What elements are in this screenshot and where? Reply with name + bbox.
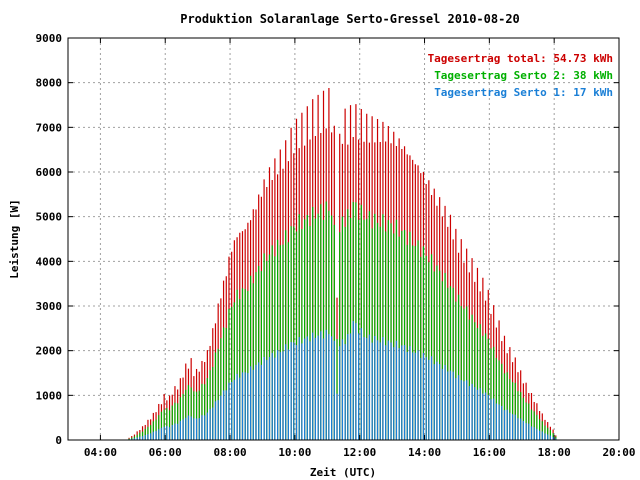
x-tick-label: 18:00: [538, 446, 571, 459]
bars: [128, 88, 557, 440]
legend-entry: Tagesertrag Serto 1: 17 kWh: [434, 86, 613, 99]
x-tick-label: 20:00: [602, 446, 635, 459]
y-tick-label: 0: [55, 434, 62, 447]
y-tick-label: 2000: [36, 345, 63, 358]
y-tick-label: 6000: [36, 166, 63, 179]
y-axis-label: Leistung [W]: [8, 199, 21, 278]
y-tick-label: 5000: [36, 211, 63, 224]
y-tick-label: 3000: [36, 300, 63, 313]
x-tick-label: 12:00: [343, 446, 376, 459]
x-tick-label: 16:00: [473, 446, 506, 459]
x-tick-label: 14:00: [408, 446, 441, 459]
y-tick-label: 9000: [36, 32, 63, 45]
x-tick-label: 04:00: [84, 446, 117, 459]
grid: [68, 38, 619, 440]
x-tick-label: 10:00: [278, 446, 311, 459]
x-ticks: 04:00 06:00 08:00 10:00 12:00 14:00 16:00 18:00…: [84, 38, 636, 459]
chart-title: Produktion Solaranlage Serto-Gressel 201…: [180, 12, 520, 26]
y-tick-label: 7000: [36, 121, 63, 134]
x-axis-label: Zeit (UTC): [310, 466, 376, 479]
legend-entry: Tagesertrag total: 54.73 kWh: [428, 52, 613, 65]
y-tick-label: 8000: [36, 77, 63, 90]
y-tick-label: 4000: [36, 255, 63, 268]
y-ticks: 0 1000 2000 3000 4000 5000 6000 7000 8000 9000: [36, 32, 619, 447]
series-bar-serto-1: [128, 321, 557, 440]
x-tick-label: 06:00: [149, 446, 182, 459]
legend-entry: Tagesertrag Serto 2: 38 kWh: [434, 69, 613, 82]
y-tick-label: 1000: [36, 389, 63, 402]
x-tick-label: 08:00: [213, 446, 246, 459]
legend: Tagesertrag total: 54.73 kWh Tagesertrag …: [428, 52, 613, 99]
plot-frame: [67, 37, 620, 441]
